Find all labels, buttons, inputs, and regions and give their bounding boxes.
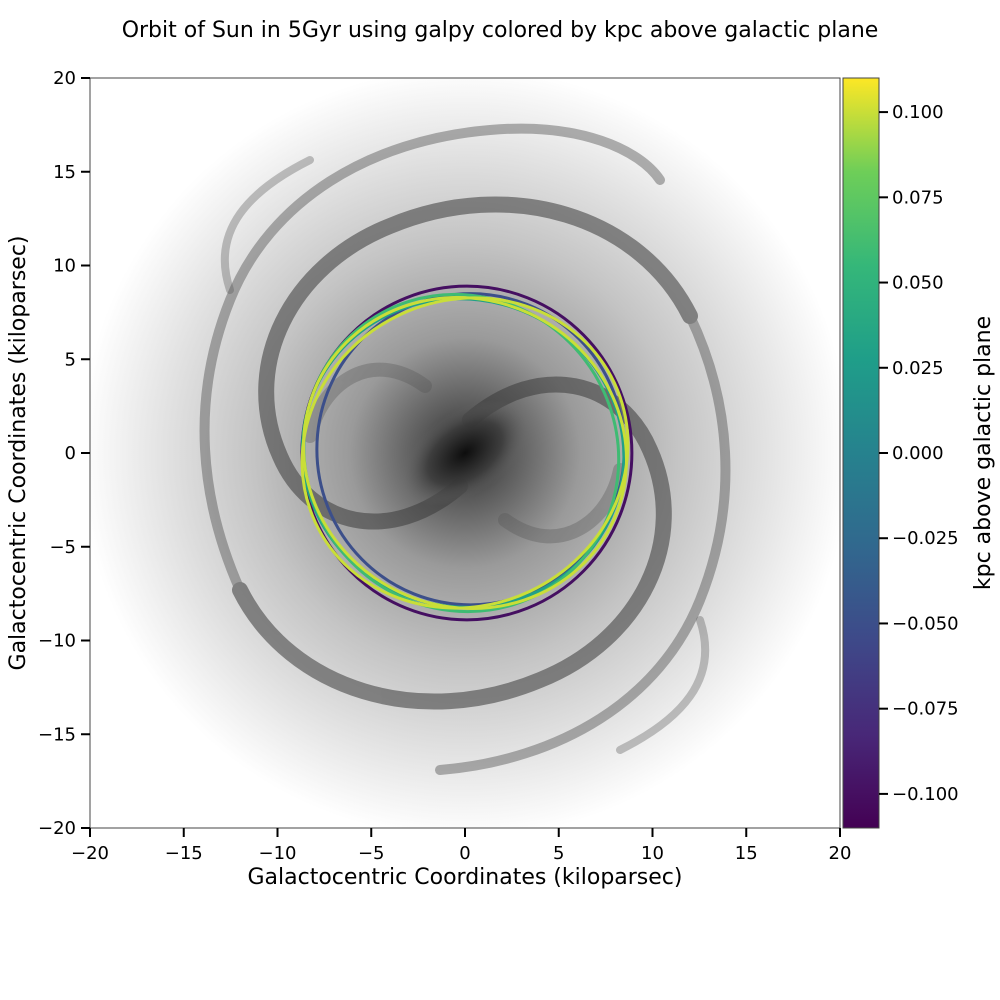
- galaxy-background-image: [90, 78, 840, 828]
- x-tick-label: 15: [735, 843, 758, 864]
- colorbar-tick-label: −0.100: [892, 784, 959, 805]
- x-tick-label: −10: [259, 843, 297, 864]
- colorbar-tick-label: 0.100: [892, 102, 944, 123]
- x-tick-label: 0: [459, 843, 470, 864]
- colorbar: 0.100 0.075 0.050 0.025 0.000 −0.025 −0.050 −0.…: [842, 77, 996, 829]
- x-tick-label: −5: [358, 843, 385, 864]
- colorbar-label: kpc above galactic plane: [971, 316, 996, 590]
- orbit-lines: [300, 284, 634, 622]
- x-axis-ticks: −20 −15 −10 −5 0 5 10 15 20: [71, 828, 851, 864]
- y-tick-label: 10: [53, 256, 76, 277]
- colorbar-tick-label: 0.025: [892, 358, 944, 379]
- x-axis: −20 −15 −10 −5 0 5 10 15 20 Galactocentric Coord…: [71, 828, 851, 890]
- plot-area: [90, 78, 840, 828]
- x-tick-label: −15: [165, 843, 203, 864]
- y-tick-label: 20: [53, 68, 76, 89]
- y-tick-label: 5: [65, 349, 76, 370]
- colorbar-tick-label: 0.075: [892, 187, 944, 208]
- colorbar-tick-label: −0.025: [892, 528, 959, 549]
- y-tick-label: −20: [38, 818, 76, 839]
- x-axis-label: Galactocentric Coordinates (kiloparsec): [248, 865, 683, 890]
- y-axis-label: Galactocentric Coordinates (kiloparsec): [6, 236, 31, 671]
- orbit-loop: [302, 296, 628, 610]
- chart-title: Orbit of Sun in 5Gyr using galpy colored…: [122, 18, 879, 43]
- y-tick-label: −5: [49, 537, 76, 558]
- colorbar-tick-label: 0.000: [892, 443, 944, 464]
- x-tick-label: 5: [553, 843, 564, 864]
- y-tick-label: 0: [65, 443, 76, 464]
- colorbar-tick-label: −0.075: [892, 699, 959, 720]
- colorbar-tick-label: 0.050: [892, 273, 944, 294]
- colorbar-gradient: [843, 78, 879, 828]
- y-axis-ticks: −20 −15 −10 −5 0 5 10 15 20: [38, 68, 90, 839]
- orbit-loop: [300, 296, 630, 610]
- x-tick-label: 20: [829, 843, 852, 864]
- x-tick-label: 10: [641, 843, 664, 864]
- y-tick-label: −10: [38, 631, 76, 652]
- y-tick-label: −15: [38, 724, 76, 745]
- colorbar-tick-label: −0.050: [892, 613, 959, 634]
- y-tick-label: 15: [53, 162, 76, 183]
- colorbar-ticks: 0.100 0.075 0.050 0.025 0.000 −0.025 −0.050 −0.…: [879, 102, 959, 805]
- y-axis: −20 −15 −10 −5 0 5 10 15 20 Galactocentric Coord…: [6, 68, 90, 839]
- orbit-loop: [302, 292, 621, 614]
- x-tick-label: −20: [71, 843, 109, 864]
